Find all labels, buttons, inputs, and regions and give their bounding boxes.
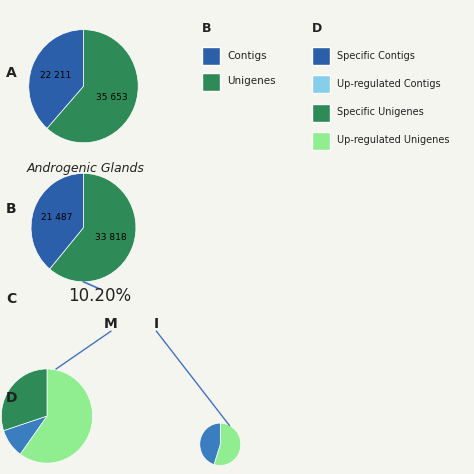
Text: Specific Contigs: Specific Contigs bbox=[337, 51, 414, 61]
Wedge shape bbox=[29, 30, 83, 128]
Text: Up-regulated Unigenes: Up-regulated Unigenes bbox=[337, 136, 449, 146]
Text: M: M bbox=[104, 317, 118, 331]
Text: Up-regulated Contigs: Up-regulated Contigs bbox=[337, 79, 440, 89]
Text: Specific Unigenes: Specific Unigenes bbox=[337, 107, 423, 117]
FancyBboxPatch shape bbox=[202, 73, 220, 91]
Text: 35 653: 35 653 bbox=[96, 93, 128, 102]
Text: Unigenes: Unigenes bbox=[227, 76, 276, 86]
Text: B: B bbox=[6, 202, 17, 217]
FancyBboxPatch shape bbox=[311, 75, 330, 93]
Text: I: I bbox=[154, 317, 159, 331]
FancyBboxPatch shape bbox=[311, 104, 330, 121]
Wedge shape bbox=[4, 416, 47, 454]
Wedge shape bbox=[1, 369, 47, 430]
Text: C: C bbox=[6, 292, 16, 306]
Text: B: B bbox=[202, 22, 211, 35]
FancyBboxPatch shape bbox=[311, 132, 330, 150]
Text: Contigs: Contigs bbox=[227, 51, 267, 61]
Wedge shape bbox=[200, 423, 220, 465]
Text: Androgenic Glands: Androgenic Glands bbox=[27, 162, 145, 175]
FancyBboxPatch shape bbox=[311, 47, 330, 65]
Text: 21 487: 21 487 bbox=[41, 213, 72, 222]
Text: A: A bbox=[6, 66, 17, 80]
Text: D: D bbox=[311, 22, 322, 35]
FancyBboxPatch shape bbox=[202, 47, 220, 65]
Wedge shape bbox=[47, 30, 138, 143]
Text: 22 211: 22 211 bbox=[40, 71, 71, 80]
Wedge shape bbox=[31, 173, 83, 269]
Wedge shape bbox=[214, 423, 241, 465]
Text: D: D bbox=[6, 391, 18, 405]
Text: 33 818: 33 818 bbox=[95, 233, 127, 242]
Text: 10.20%: 10.20% bbox=[68, 287, 131, 305]
Wedge shape bbox=[20, 369, 92, 463]
Wedge shape bbox=[50, 173, 136, 282]
